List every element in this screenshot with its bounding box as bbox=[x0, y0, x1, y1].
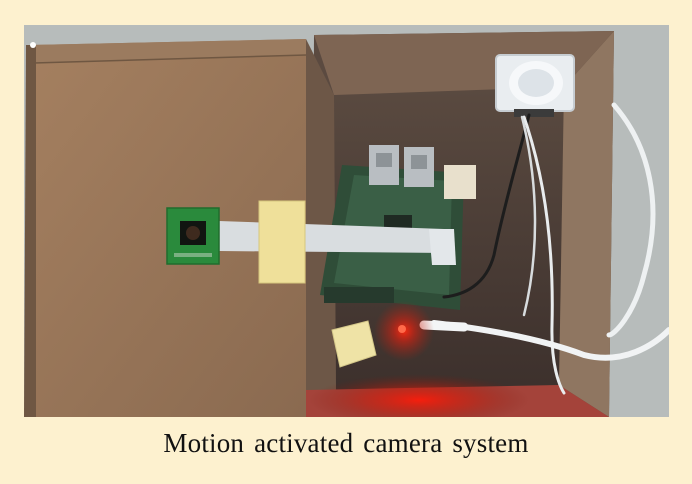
tape-strip bbox=[258, 200, 306, 284]
figure-caption: Motion activated camera system bbox=[163, 428, 529, 458]
camera-module bbox=[166, 207, 220, 265]
box-right-wall bbox=[559, 31, 614, 417]
pir-sensor bbox=[495, 54, 575, 117]
floor-glow bbox=[309, 374, 529, 417]
lid-left-edge bbox=[24, 45, 36, 417]
loose-tape-piece bbox=[331, 320, 377, 368]
figure-photo bbox=[24, 25, 669, 417]
box-lid bbox=[26, 39, 306, 417]
